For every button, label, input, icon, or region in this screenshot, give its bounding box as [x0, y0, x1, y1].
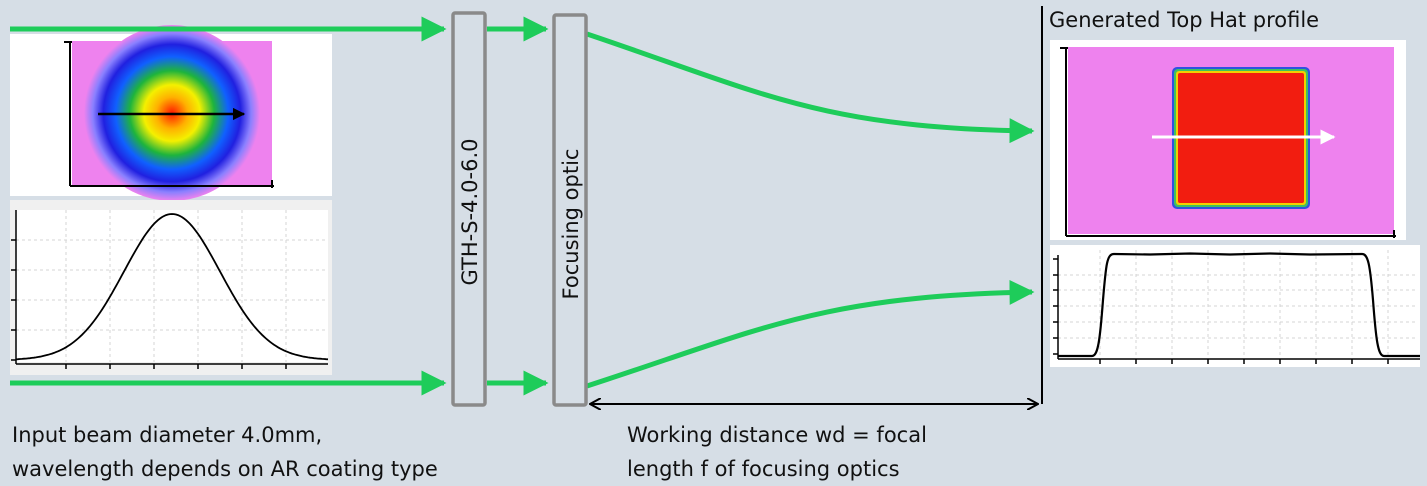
output-profile-plot — [1050, 245, 1420, 367]
beam-bottom-out — [586, 279, 1035, 389]
input-beam-image — [10, 25, 332, 201]
working-distance-caption: Working distance wd = focal length f of … — [627, 418, 927, 486]
beam-shaper-element[interactable]: GTH-S-4.0-6.0 — [451, 11, 487, 407]
tophat-curve — [1058, 252, 1420, 358]
wd-caption-line-1: Working distance wd = focal — [627, 423, 927, 447]
output-tophat-image — [1050, 40, 1406, 240]
beam-shaper-label: GTH-S-4.0-6.0 — [458, 139, 482, 286]
input-profile-plot — [10, 200, 332, 375]
output-title: Generated Top Hat profile — [1049, 8, 1319, 32]
input-beam-caption: Input beam diameter 4.0mm, wavelength de… — [12, 418, 438, 486]
beam-top-out — [586, 31, 1035, 144]
wd-caption-line-2: length f of focusing optics — [627, 457, 900, 481]
gaussian-curve — [15, 213, 329, 361]
input-caption-line-2: wavelength depends on AR coating type — [12, 457, 438, 481]
focusing-optic-label: Focusing optic — [559, 149, 583, 300]
input-caption-line-1: Input beam diameter 4.0mm, — [12, 423, 323, 447]
focusing-optic-element[interactable]: Focusing optic — [552, 13, 588, 407]
beam-paths — [10, 16, 1035, 396]
